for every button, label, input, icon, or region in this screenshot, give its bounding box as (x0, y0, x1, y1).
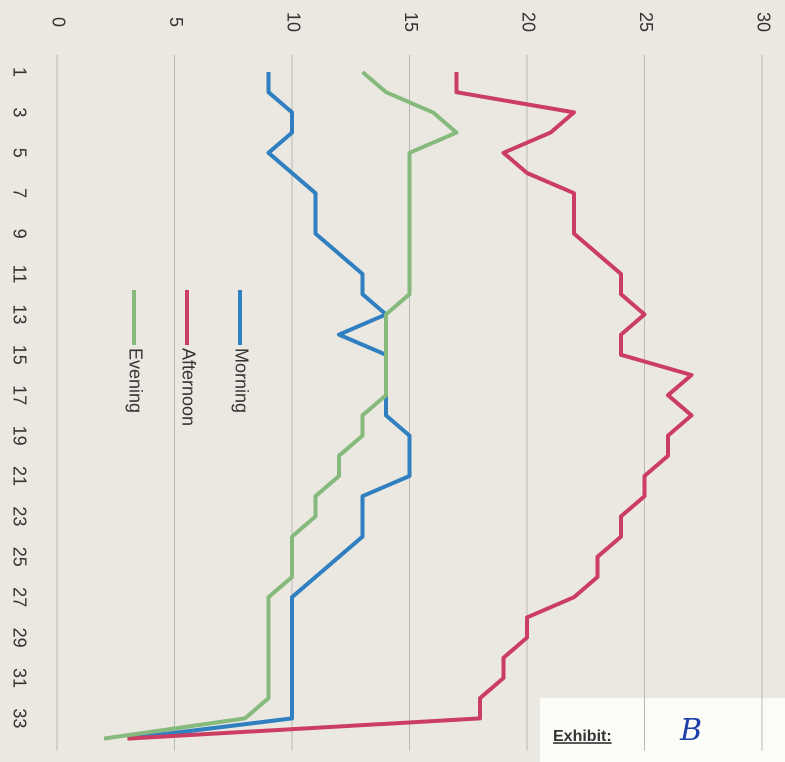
exhibit-label: Exhibit: (553, 728, 612, 745)
x-tick-label: 3 (9, 107, 29, 117)
y-tick-label: 5 (166, 17, 186, 27)
legend-label: Afternoon (178, 348, 198, 426)
x-tick-label: 19 (9, 426, 29, 446)
x-tick-label: 31 (9, 668, 29, 688)
y-tick-label: 0 (48, 17, 68, 27)
x-tick-label: 23 (9, 506, 29, 526)
x-tick-label: 15 (9, 345, 29, 365)
x-tick-label: 29 (9, 628, 29, 648)
exhibit-value: B (679, 713, 702, 748)
x-tick-label: 17 (9, 385, 29, 405)
legend-label: Morning (231, 348, 251, 413)
x-tick-label: 9 (9, 229, 29, 239)
exhibit-box (540, 698, 785, 762)
legend-label: Evening (125, 348, 145, 413)
x-tick-label: 7 (9, 188, 29, 198)
y-tick-label: 25 (636, 12, 656, 32)
x-tick-label: 25 (9, 547, 29, 567)
x-tick-label: 27 (9, 587, 29, 607)
y-tick-label: 10 (283, 12, 303, 32)
x-tick-label: 5 (9, 148, 29, 158)
series-line (103, 70, 459, 741)
series-line (127, 72, 694, 741)
y-tick-label: 15 (401, 12, 421, 32)
x-tick-label: 13 (9, 304, 29, 324)
series-line (127, 72, 412, 741)
y-tick-label: 30 (753, 12, 773, 32)
x-tick-label: 1 (9, 67, 29, 77)
x-tick-label: 33 (9, 708, 29, 728)
x-tick-label: 21 (9, 466, 29, 486)
x-tick-label: 11 (9, 265, 29, 284)
y-tick-label: 20 (518, 12, 538, 32)
